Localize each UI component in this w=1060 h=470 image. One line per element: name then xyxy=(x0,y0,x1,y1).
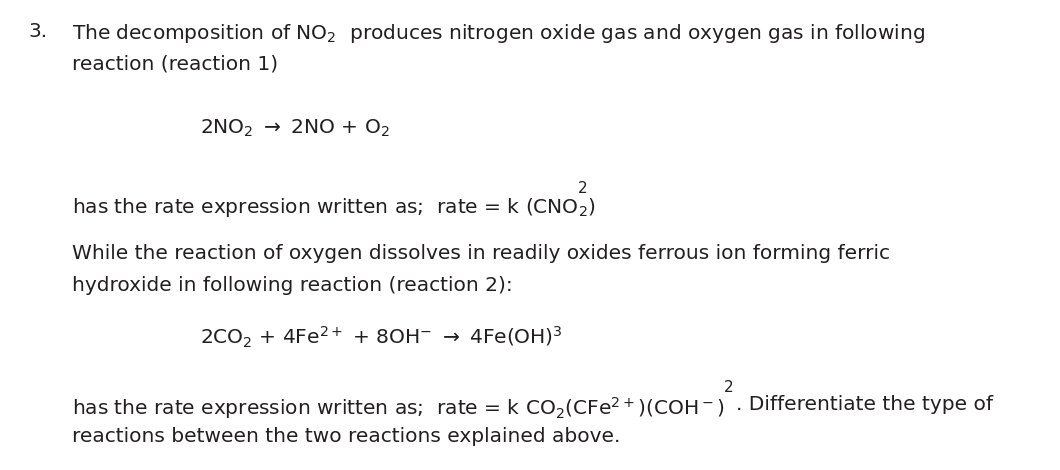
Text: 2: 2 xyxy=(578,181,587,196)
Text: has the rate expression written as;  rate = k CO$_2$(CFe$^{2+}$)(COH$^-$): has the rate expression written as; rate… xyxy=(72,395,724,421)
Text: 2NO$_2$ $\rightarrow$ 2NO + O$_2$: 2NO$_2$ $\rightarrow$ 2NO + O$_2$ xyxy=(200,118,390,139)
Text: 2: 2 xyxy=(724,380,734,395)
Text: reaction (reaction 1): reaction (reaction 1) xyxy=(72,54,278,73)
Text: 3.: 3. xyxy=(28,22,47,41)
Text: While the reaction of oxygen dissolves in readily oxides ferrous ion forming fer: While the reaction of oxygen dissolves i… xyxy=(72,244,890,263)
Text: The decomposition of NO$_2$  produces nitrogen oxide gas and oxygen gas in follo: The decomposition of NO$_2$ produces nit… xyxy=(72,22,925,45)
Text: has the rate expression written as;  rate = k (CNO$_2$): has the rate expression written as; rate… xyxy=(72,196,596,219)
Text: hydroxide in following reaction (reaction 2):: hydroxide in following reaction (reactio… xyxy=(72,276,513,295)
Text: reactions between the two reactions explained above.: reactions between the two reactions expl… xyxy=(72,427,620,446)
Text: 2CO$_2$ + 4Fe$^{2+}$ + 8OH$^{-}$ $\rightarrow$ 4Fe(OH)$^3$: 2CO$_2$ + 4Fe$^{2+}$ + 8OH$^{-}$ $\right… xyxy=(200,325,563,350)
Text: . Differentiate the type of: . Differentiate the type of xyxy=(736,395,993,414)
